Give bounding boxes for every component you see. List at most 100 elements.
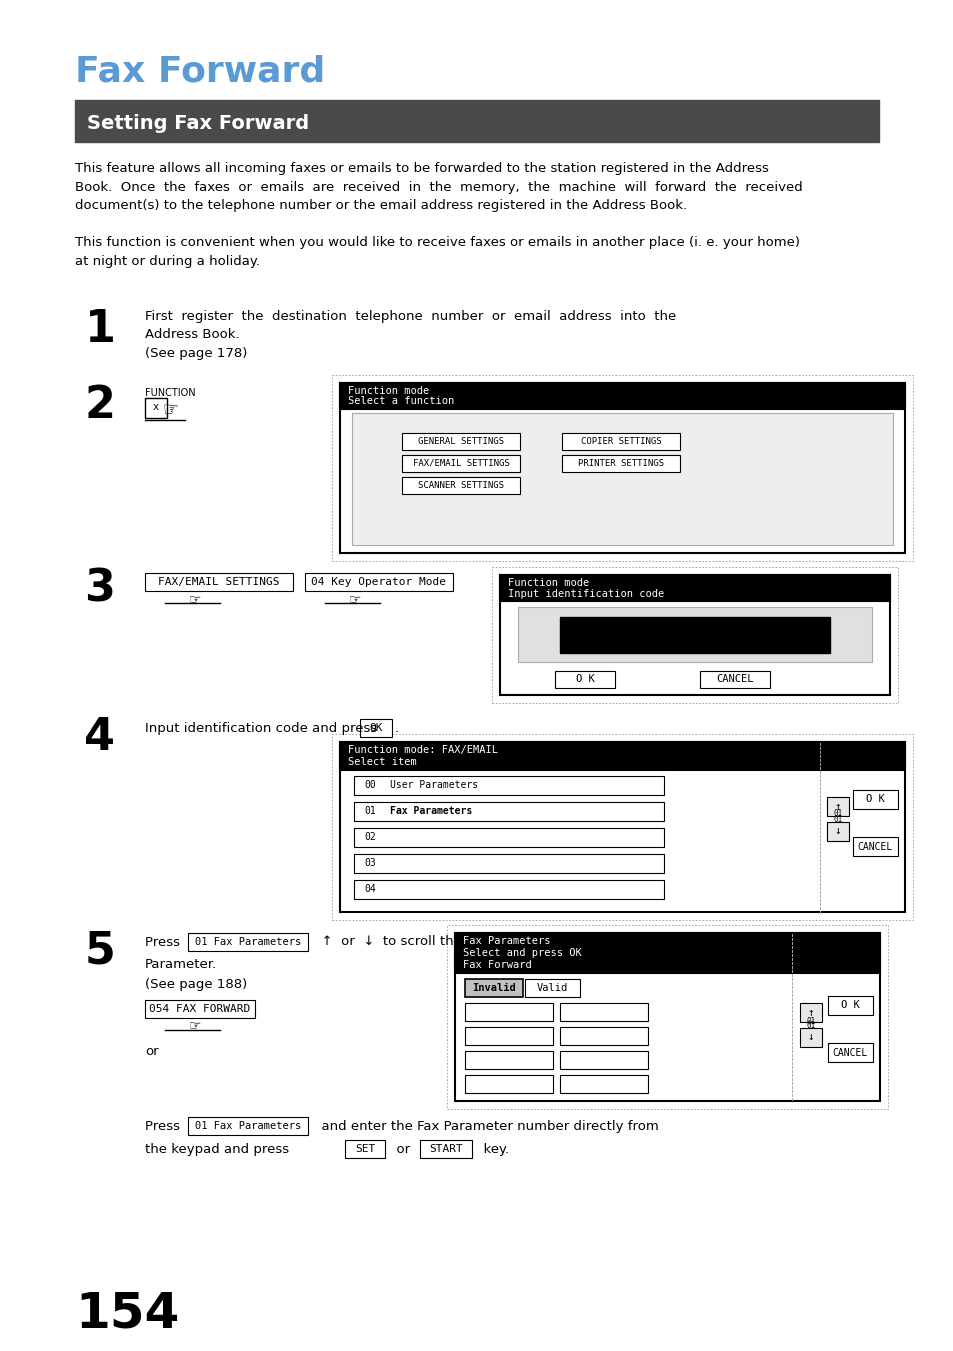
Bar [517,607,871,662]
Text: ☞: ☞ [349,592,361,607]
Text: or: or [388,1143,418,1156]
Bar [464,1027,553,1046]
Bar [339,742,904,770]
Bar [419,1140,472,1158]
Bar [345,1140,385,1158]
Bar [145,1000,254,1019]
Text: .: . [395,721,398,735]
Text: 03: 03 [364,858,375,869]
Bar [464,1051,553,1069]
Text: START: START [429,1144,462,1154]
Bar [559,1002,647,1021]
Text: or: or [145,1046,158,1058]
Bar [354,828,663,847]
Text: 04 Key Operator Mode: 04 Key Operator Mode [312,577,446,586]
Bar [354,854,663,873]
Bar [339,742,904,912]
Bar [401,434,519,450]
Bar [559,1051,647,1069]
Bar [354,775,663,794]
Bar [464,1075,553,1093]
Text: 154: 154 [75,1290,179,1337]
Bar [826,797,848,816]
Bar [852,838,897,857]
Bar [561,434,679,450]
Bar [559,617,829,653]
Text: 01: 01 [364,807,375,816]
Text: Press: Press [145,1120,189,1133]
Bar [464,1002,553,1021]
Text: 01 Fax Parameters: 01 Fax Parameters [194,938,301,947]
Text: Fax Forward: Fax Forward [462,961,531,970]
Text: ↑  or  ↓  to scroll the display to the desired Fax: ↑ or ↓ to scroll the display to the desi… [313,935,637,948]
Bar [354,802,663,821]
Text: 01: 01 [805,1021,815,1031]
Text: Select item: Select item [348,757,416,767]
Text: and enter the Fax Parameter number directly from: and enter the Fax Parameter number direc… [313,1120,659,1133]
Bar [499,576,889,694]
Bar [359,719,392,738]
Text: Parameter.: Parameter. [145,958,217,971]
Text: First  register  the  destination  telephone  number  or  email  address  into  : First register the destination telephone… [145,309,676,359]
Text: ↓: ↓ [807,1032,814,1043]
Text: O K: O K [841,1001,859,1011]
Text: ☞: ☞ [189,592,201,607]
Text: key.: key. [475,1143,509,1156]
Text: Valid: Valid [537,984,568,993]
Bar [188,934,308,951]
Text: User Parameters: User Parameters [390,781,477,790]
Text: 054 FAX FORWARD: 054 FAX FORWARD [150,1004,251,1015]
Bar [800,1002,821,1021]
Bar [827,1043,872,1062]
Text: (See page 188): (See page 188) [145,978,247,992]
Text: CANCEL: CANCEL [832,1047,867,1058]
Text: CANCEL: CANCEL [716,674,753,685]
Bar [339,382,904,553]
Text: ☞: ☞ [163,400,179,417]
Text: 01: 01 [833,809,841,819]
Text: 5: 5 [85,929,115,973]
Bar [524,979,579,997]
Text: 04: 04 [364,885,375,894]
Text: 3: 3 [85,567,115,611]
Bar [559,1027,647,1046]
Bar [332,734,912,920]
Text: ☞: ☞ [189,1019,201,1032]
Text: the keypad and press: the keypad and press [145,1143,297,1156]
Text: Fax Parameters: Fax Parameters [462,936,550,946]
Text: Setting Fax Forward: Setting Fax Forward [87,113,309,132]
Text: 00: 00 [364,781,375,790]
Text: SET: SET [355,1144,375,1154]
Text: Input identification code: Input identification code [507,589,663,598]
Text: Fax Forward: Fax Forward [75,55,325,89]
Bar [339,382,904,409]
Bar [305,573,453,590]
Bar [561,455,679,471]
Bar [145,573,293,590]
Text: 2: 2 [85,384,115,427]
Bar [852,790,897,809]
Text: Invalid: Invalid [472,984,516,993]
Bar [352,413,892,544]
Bar [352,413,892,544]
Text: This function is convenient when you would like to receive faxes or emails in an: This function is convenient when you wou… [75,236,800,267]
Text: Press: Press [145,936,184,948]
Bar [447,925,887,1109]
Text: ↑: ↑ [834,801,841,812]
Text: 02: 02 [364,832,375,843]
Text: ↑: ↑ [807,1008,814,1017]
Bar [455,934,879,973]
Bar [492,567,897,703]
Text: O K: O K [865,794,884,804]
Text: 4: 4 [85,716,115,759]
Text: Function mode: Function mode [348,386,429,396]
Bar [145,399,167,417]
Bar [464,979,522,997]
Text: COPIER SETTINGS: COPIER SETTINGS [580,436,660,446]
Bar [401,455,519,471]
Text: SCANNER SETTINGS: SCANNER SETTINGS [417,481,503,490]
Text: FAX/EMAIL SETTINGS: FAX/EMAIL SETTINGS [158,577,279,586]
Text: FUNCTION: FUNCTION [145,388,195,399]
Bar [800,1028,821,1047]
Text: Input identification code and press: Input identification code and press [145,721,385,735]
